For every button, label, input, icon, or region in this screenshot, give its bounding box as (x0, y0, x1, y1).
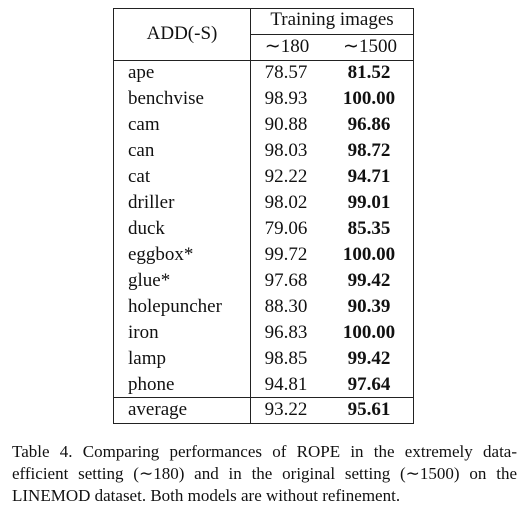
column-header: ∼1500 (343, 36, 397, 57)
rule (113, 423, 414, 424)
cell: 97.64 (347, 374, 391, 395)
cell: 100.00 (342, 322, 396, 343)
cell: 99.01 (347, 192, 391, 213)
caption-line: Table 4. Comparing performances of ROPE … (12, 442, 517, 461)
row-label: can (128, 140, 155, 161)
cell: 100.00 (342, 244, 396, 265)
cell: 90.88 (264, 114, 308, 135)
row-label: benchvise (128, 88, 204, 109)
cell: 78.57 (264, 62, 308, 83)
row-label: iron (128, 322, 159, 343)
row-label: holepuncher (128, 296, 222, 317)
cell: 81.52 (347, 62, 391, 83)
rule (113, 8, 114, 424)
cell: 85.35 (347, 218, 391, 239)
cell: 99.42 (347, 348, 391, 369)
rule (113, 60, 414, 61)
caption-line: LINEMOD dataset. Both models are without… (12, 486, 401, 505)
row-label: driller (128, 192, 175, 213)
row-label: cam (128, 114, 160, 135)
rule (413, 8, 414, 424)
cell: 90.39 (347, 296, 391, 317)
row-label: glue* (128, 270, 171, 291)
row-label: ape (128, 62, 155, 83)
rule (250, 8, 251, 424)
corner-header: ADD(-S) (146, 23, 218, 44)
caption-line: efficient setting (∼180) and in the orig… (12, 464, 517, 483)
cell: 99.42 (347, 270, 391, 291)
cell: 98.93 (264, 88, 308, 109)
cell: 94.71 (347, 166, 391, 187)
cell: 92.22 (264, 166, 308, 187)
cell: 96.83 (264, 322, 308, 343)
row-label: duck (128, 218, 165, 239)
rule (250, 34, 414, 35)
cell: 97.68 (264, 270, 308, 291)
cell: 79.06 (264, 218, 308, 239)
cell: 93.22 (264, 399, 308, 420)
cell: 94.81 (264, 374, 308, 395)
column-header: ∼180 (264, 36, 310, 57)
cell: 98.72 (347, 140, 391, 161)
rule (113, 397, 414, 398)
row-label: lamp (128, 348, 166, 369)
row-label: phone (128, 374, 175, 395)
row-label: eggbox* (128, 244, 194, 265)
cell: 98.02 (264, 192, 308, 213)
row-label: average (128, 399, 188, 420)
cell: 95.61 (347, 399, 391, 420)
group-header: Training images (270, 9, 394, 30)
rule (113, 8, 414, 9)
cell: 98.03 (264, 140, 308, 161)
cell: 98.85 (264, 348, 308, 369)
row-label: cat (128, 166, 151, 187)
cell: 100.00 (342, 88, 396, 109)
cell: 88.30 (264, 296, 308, 317)
cell: 96.86 (347, 114, 391, 135)
cell: 99.72 (264, 244, 308, 265)
